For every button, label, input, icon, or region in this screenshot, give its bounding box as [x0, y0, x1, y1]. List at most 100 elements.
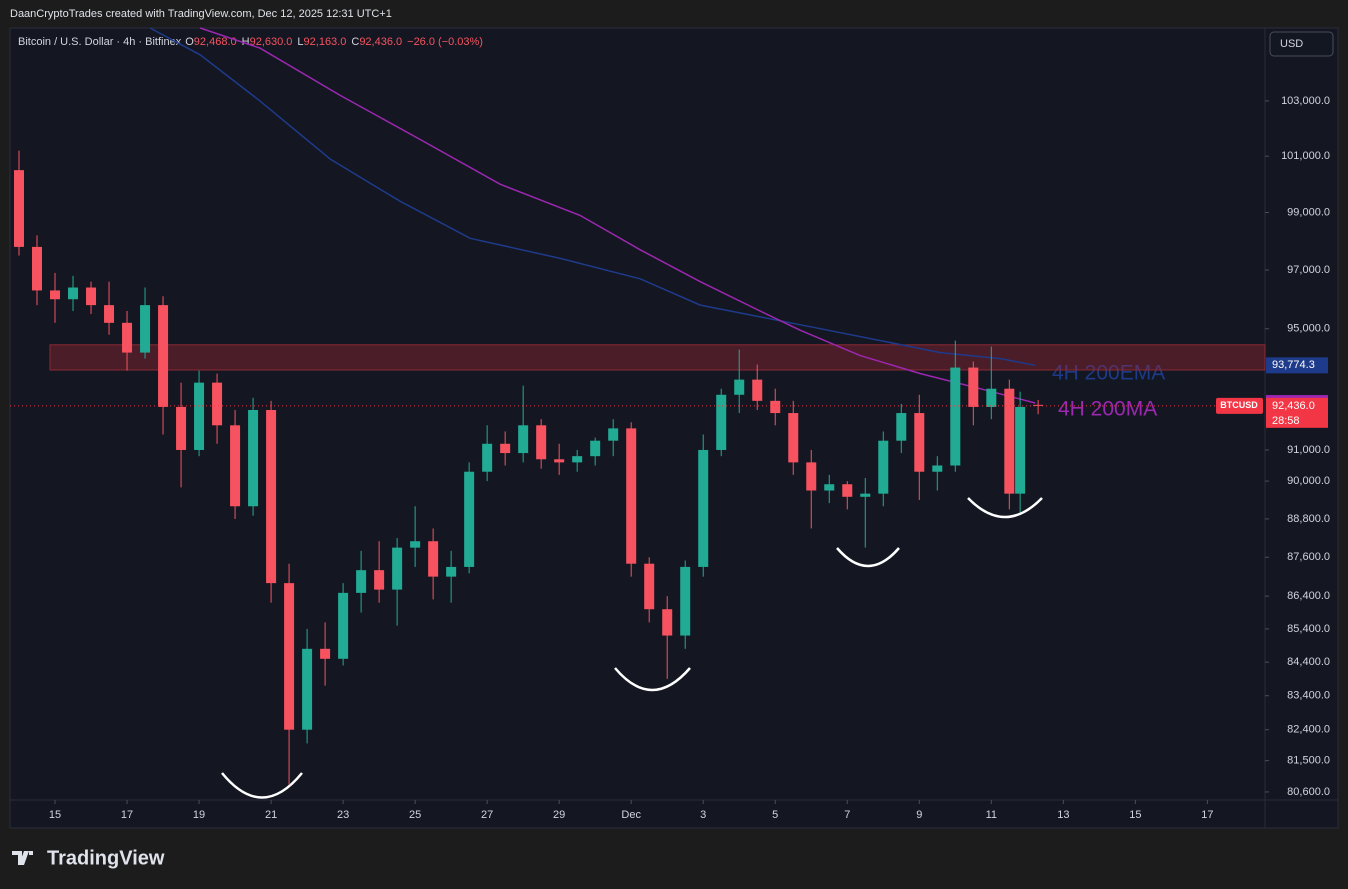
annotation-arcs — [221, 497, 1043, 799]
x-tick-label: 27 — [481, 809, 493, 821]
candle-body — [986, 388, 997, 407]
candle-body — [500, 443, 511, 454]
candle-body — [392, 547, 403, 590]
candle-body — [248, 409, 259, 507]
x-tick-label: 17 — [121, 809, 133, 821]
candle-body — [410, 541, 421, 548]
symbol-title: Bitcoin / U.S. Dollar · 4h · Bitfinex — [18, 36, 182, 48]
candle-body — [104, 305, 115, 323]
candle-body — [860, 493, 871, 497]
legend-key: O — [185, 36, 194, 48]
candle-body — [32, 246, 43, 291]
x-tick-label: Dec — [621, 809, 641, 821]
candle-body — [608, 428, 619, 441]
legend-value: −26.0 (−0.03%) — [407, 36, 483, 48]
x-tick-label: 19 — [193, 809, 205, 821]
x-tick-label: 7 — [844, 809, 850, 821]
candle-body — [302, 648, 313, 730]
candle-body — [896, 413, 907, 441]
symbol-tag: BTCUSD — [1220, 400, 1258, 410]
x-tick-label: 17 — [1201, 809, 1213, 821]
candle-body — [464, 471, 475, 567]
price-label: 93,774.3 — [1272, 359, 1315, 371]
symbol-tag-box — [1216, 397, 1263, 414]
ma-annotation: 4H 200MA — [1058, 398, 1157, 421]
y-tick-label: 83,400.0 — [1287, 690, 1330, 702]
x-tick-label: 3 — [700, 809, 706, 821]
y-tick-label: 97,000.0 — [1287, 264, 1330, 276]
candle-body — [644, 563, 655, 610]
candle-body — [338, 592, 349, 659]
candle-body — [698, 449, 709, 567]
x-tick-label: 11 — [986, 809, 997, 821]
candle-body — [590, 440, 601, 457]
candle-body — [374, 570, 385, 590]
candle-body — [68, 287, 79, 300]
countdown: 28:58 — [1272, 415, 1300, 427]
candle-body — [788, 413, 799, 463]
y-tick-label: 91,000.0 — [1287, 444, 1330, 456]
x-tick-label: 15 — [1129, 809, 1141, 821]
candle-body — [158, 305, 169, 407]
candle-body — [212, 382, 223, 426]
candle-body — [626, 428, 637, 564]
x-tick-label: 21 — [265, 809, 277, 821]
candle-body — [662, 609, 673, 636]
candle-body — [1015, 406, 1026, 494]
price-label: 92,436.0 — [1272, 400, 1315, 412]
legend-value: 92,468.0 — [194, 36, 237, 48]
y-tick-label: 101,000.0 — [1281, 150, 1330, 162]
y-tick-label: 88,800.0 — [1287, 513, 1330, 525]
candle-body — [446, 566, 457, 577]
candle-body — [716, 394, 727, 450]
y-tick-label: 99,000.0 — [1287, 206, 1330, 218]
y-tick-label: 95,000.0 — [1287, 323, 1330, 335]
moving-average — [149, 27, 1036, 367]
candle-body — [878, 440, 889, 494]
legend-value: 92,436.0 — [359, 36, 402, 48]
y-tick-label: 85,400.0 — [1287, 623, 1330, 635]
candle-body — [770, 400, 781, 414]
candle-body — [284, 583, 295, 730]
candle-body — [518, 425, 529, 454]
candle-body — [932, 465, 943, 472]
x-tick-label: 9 — [916, 809, 922, 821]
candle-body — [50, 290, 61, 300]
legend-key: L — [297, 36, 303, 48]
x-tick-label: 23 — [337, 809, 349, 821]
candle-body — [428, 541, 439, 577]
x-tick-label: 25 — [409, 809, 421, 821]
candle-body — [320, 648, 331, 659]
candle-body — [194, 382, 205, 450]
y-tick-label: 90,000.0 — [1287, 475, 1330, 487]
candle-body — [806, 462, 817, 491]
resistance-zone — [49, 344, 1266, 371]
candle-body — [1004, 388, 1015, 494]
candle-body — [680, 566, 691, 636]
y-tick-label: 86,400.0 — [1287, 590, 1330, 602]
candle-body — [482, 443, 493, 472]
candle-body — [842, 484, 853, 497]
credit: DaanCryptoTrades created with TradingVie… — [10, 8, 392, 20]
legend-value: 92,630.0 — [250, 36, 293, 48]
candle-body — [914, 413, 925, 472]
y-tick-label: 87,600.0 — [1287, 551, 1330, 563]
price-label-box — [1266, 357, 1328, 374]
legend-key: C — [351, 36, 359, 48]
candle-body — [572, 456, 583, 463]
candle-body — [950, 367, 961, 466]
candle-body — [176, 406, 187, 450]
x-tick-label: 15 — [49, 809, 61, 821]
ema-annotation: 4H 200EMA — [1052, 362, 1165, 385]
candle-body — [968, 367, 979, 407]
y-tick-label: 103,000.0 — [1281, 95, 1330, 107]
currency-button[interactable] — [1269, 31, 1334, 57]
brand: TradingView — [12, 847, 165, 869]
candle-body — [824, 484, 835, 491]
candle-body — [734, 379, 745, 395]
candle-body — [122, 322, 133, 353]
currency[interactable]: USD — [1280, 38, 1303, 50]
